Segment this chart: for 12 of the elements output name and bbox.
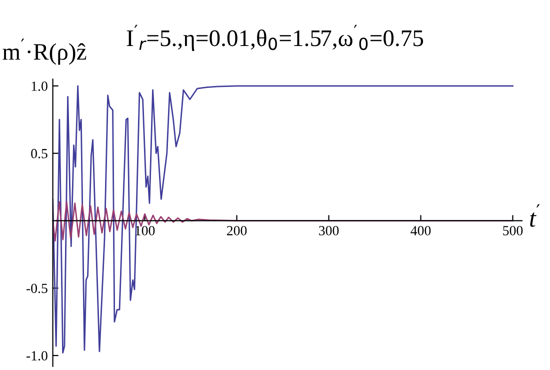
x-tick-label: 300 (319, 226, 339, 236)
x-tick-label: 100 (136, 226, 155, 236)
x-axis-title: t$^{′}$ (530, 204, 540, 227)
y-tick-label: 1.0 (32, 82, 48, 91)
y-axis-title: m$^{′}$·R(ρ)ẑ (2, 38, 86, 65)
y-tick-label: -1.0 (26, 351, 48, 361)
chart-title: I$^{′}$$_{r}$=5.,η=0.01,θ$_{0}$=1.57,ω$^{′}$$_{0}$=0.75 (126, 24, 424, 52)
x-tick-label: 200 (226, 226, 247, 236)
y-tick-label: -0.5 (26, 284, 48, 294)
y-tick-label: 0.5 (31, 148, 48, 158)
x-tick-label: 500 (503, 226, 523, 236)
x-tick-label: 400 (410, 226, 431, 236)
